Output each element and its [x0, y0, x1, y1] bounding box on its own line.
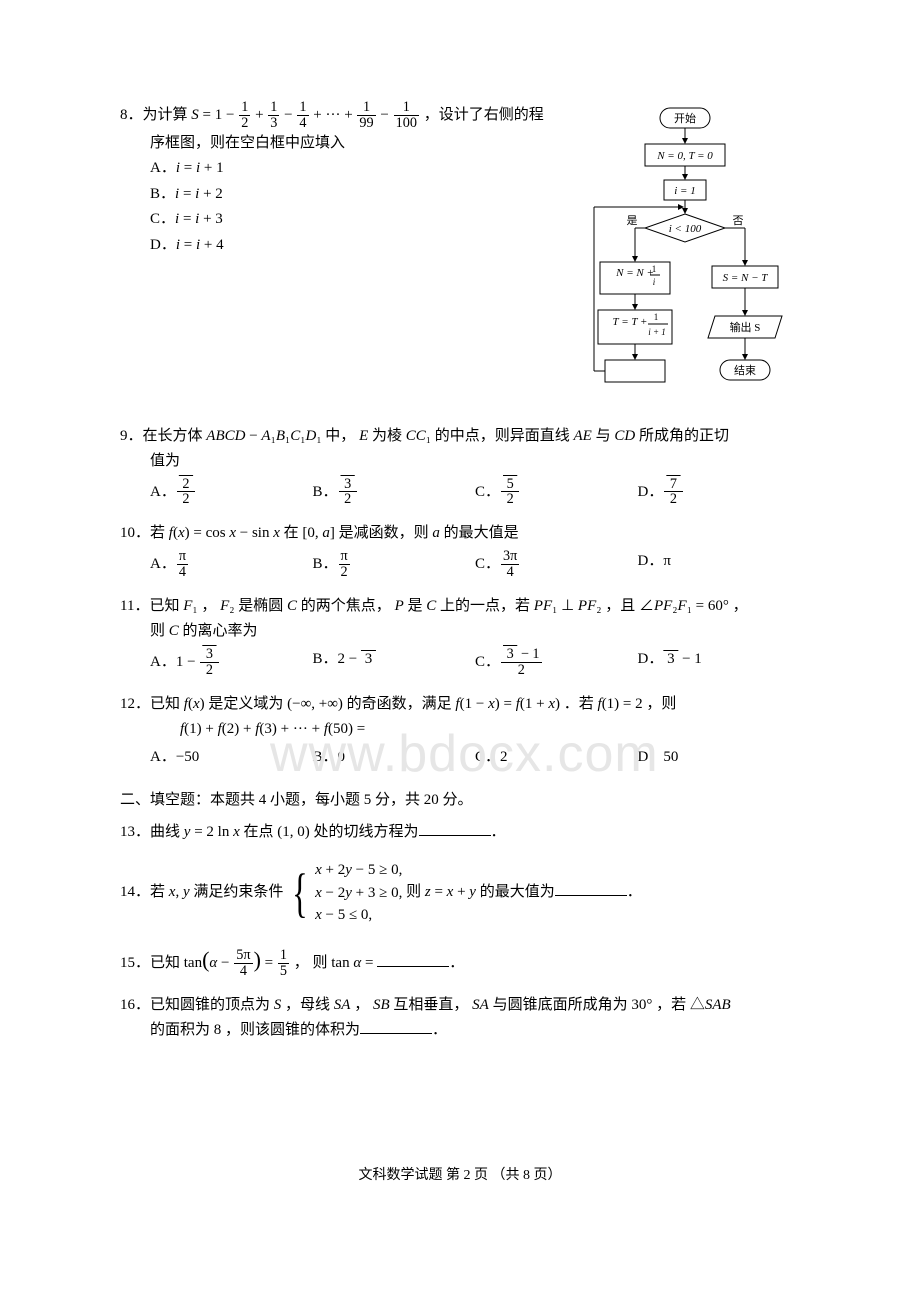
question-13: 13．曲线 y = 2 ln x 在点 (1, 0) 处的切线方程为．: [120, 820, 800, 846]
svg-text:N = N +: N = N +: [615, 267, 654, 279]
question-15: 15．已知 tan(α − 5π4) = 15 ， 则 tan α = ．: [120, 941, 800, 979]
question-16: 16．已知圆锥的顶点为 S ，母线 SA ， SB 互相垂直， SA 与圆锥底面…: [120, 993, 800, 1044]
q10-opt-a: A．π4: [150, 549, 313, 580]
svg-text:1: 1: [654, 312, 659, 322]
svg-text:1: 1: [652, 264, 657, 274]
flow-no: 否: [733, 215, 744, 227]
question-10: 10．若 f(x) = cos x − sin x 在 [0, a] 是减函数，…: [120, 521, 800, 579]
flow-start: 开始: [674, 111, 696, 125]
question-9: 9．在长方体 ABCD − A₁B₁C₁D₁ 中， E 为棱 CC₁ 的中点，则…: [120, 424, 800, 508]
q11-opt-b: B．2 − 3: [313, 647, 476, 678]
q15-blank: [377, 951, 449, 967]
flow-yes: 是: [627, 214, 638, 227]
question-12: 12．已知 f(x) 是定义域为 (−∞, +∞) 的奇函数，满足 f(1 − …: [120, 692, 800, 771]
q14-case2: x − 2y + 3 ≥ 0,: [315, 882, 402, 905]
q14-case1: x + 2y − 5 ≥ 0,: [315, 859, 402, 882]
flow-out: 输出 S: [730, 320, 761, 334]
q16-num: 16．: [120, 997, 150, 1013]
q10-opt-c: C．3π4: [475, 549, 638, 580]
flow-cond: i < 100: [669, 223, 702, 235]
q9-opt-c: C． 5 2: [475, 477, 638, 508]
q11-opt-d: D． 3 − 1: [638, 647, 801, 678]
question-8: 开始 N = 0, T = 0 i = 1 i < 100: [120, 100, 800, 410]
section-2-heading: 二、填空题：本题共 4 小题，每小题 5 分，共 20 分。: [120, 788, 800, 814]
q12-opt-b: B．0: [313, 745, 476, 771]
q13-num: 13．: [120, 824, 150, 840]
page-footer: 文科数学试题 第 2 页 （共 8 页）: [120, 1164, 800, 1188]
q12-opt-d: D．50: [638, 745, 801, 771]
q14-num: 14．: [120, 884, 150, 900]
flow-i1: i = 1: [674, 185, 695, 197]
flow-end: 结束: [734, 364, 756, 377]
q9-num: 9．: [120, 428, 143, 444]
flow-init: N = 0, T = 0: [656, 150, 713, 162]
q9-opt-d: D． 7 2: [638, 477, 801, 508]
q11-opt-c: C． 3 − 12: [475, 647, 638, 678]
flow-s: S = N − T: [723, 272, 769, 284]
q9-opt-a: A． 2 2: [150, 477, 313, 508]
q10-num: 10．: [120, 525, 150, 541]
q16-blank: [360, 1018, 432, 1034]
svg-text:T = T +: T = T +: [613, 316, 648, 328]
flow-blank-box: [605, 360, 665, 382]
q14-case3: x − 5 ≤ 0,: [315, 904, 402, 927]
q12-opt-c: C．2: [475, 745, 638, 771]
q9-opt-b: B． 3 2: [313, 477, 476, 508]
q12-num: 12．: [120, 696, 150, 712]
q10-opt-b: B．π2: [313, 549, 476, 580]
q14-blank: [555, 880, 627, 896]
svg-text:i + 1: i + 1: [648, 327, 666, 337]
q8-num: 8．: [120, 107, 143, 123]
q12-opt-a: A．−50: [150, 745, 313, 771]
q11-opt-a: A．1 − 3 2: [150, 647, 313, 678]
flowchart-q8: 开始 N = 0, T = 0 i = 1 i < 100: [590, 100, 800, 410]
q9-text2: 值为: [120, 449, 800, 475]
question-14: 14．若 x, y 满足约束条件 { x + 2y − 5 ≥ 0, x − 2…: [120, 859, 800, 927]
q10-opt-d: D．π: [638, 549, 801, 580]
q13-blank: [419, 820, 491, 836]
q15-num: 15．: [120, 955, 150, 971]
question-11: 11．已知 F₁ ， F₂ 是椭圆 C 的两个焦点， P 是 C 上的一点，若 …: [120, 594, 800, 678]
q11-num: 11．: [120, 598, 149, 614]
